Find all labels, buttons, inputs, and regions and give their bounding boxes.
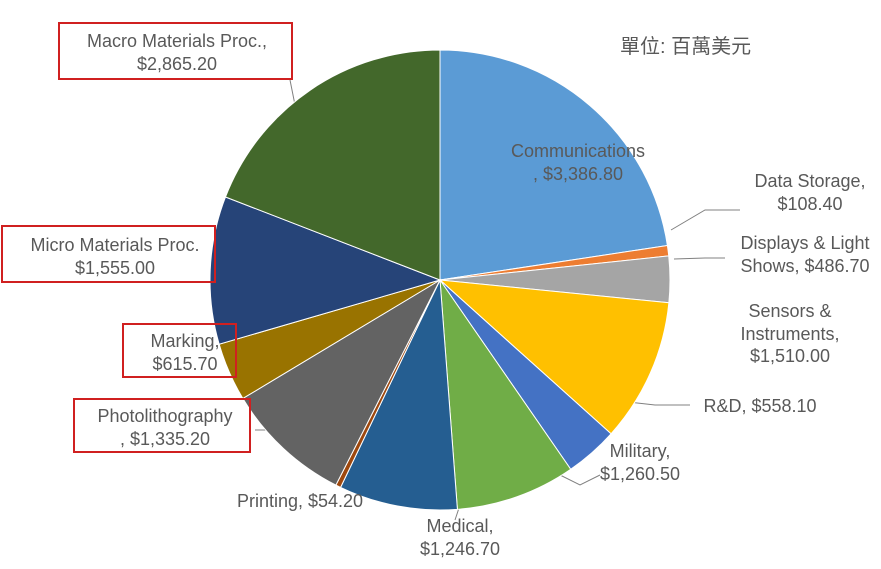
slice-label-printing: Printing, $54.20 bbox=[220, 490, 380, 513]
slice-label-data-storage: Data Storage, $108.40 bbox=[740, 170, 880, 215]
slice-label-medical: Medical, $1,246.70 bbox=[400, 515, 520, 560]
slice-label-communications: Communications , $3,386.80 bbox=[488, 140, 668, 185]
slice-label-r-d: R&D, $558.10 bbox=[690, 395, 830, 418]
pie-svg bbox=[0, 0, 881, 569]
highlight-box bbox=[58, 22, 293, 80]
slice-label-displays-light-shows: Displays & Light Shows, $486.70 bbox=[725, 232, 881, 277]
highlight-box bbox=[73, 398, 251, 453]
slice-label-sensors-instruments: Sensors & Instruments, $1,510.00 bbox=[720, 300, 860, 368]
pie-chart-container: 單位: 百萬美元 Communications , $3,386.80Data … bbox=[0, 0, 881, 569]
slice-label-military: Military, $1,260.50 bbox=[580, 440, 700, 485]
highlight-box bbox=[1, 225, 216, 283]
highlight-box bbox=[122, 323, 237, 378]
